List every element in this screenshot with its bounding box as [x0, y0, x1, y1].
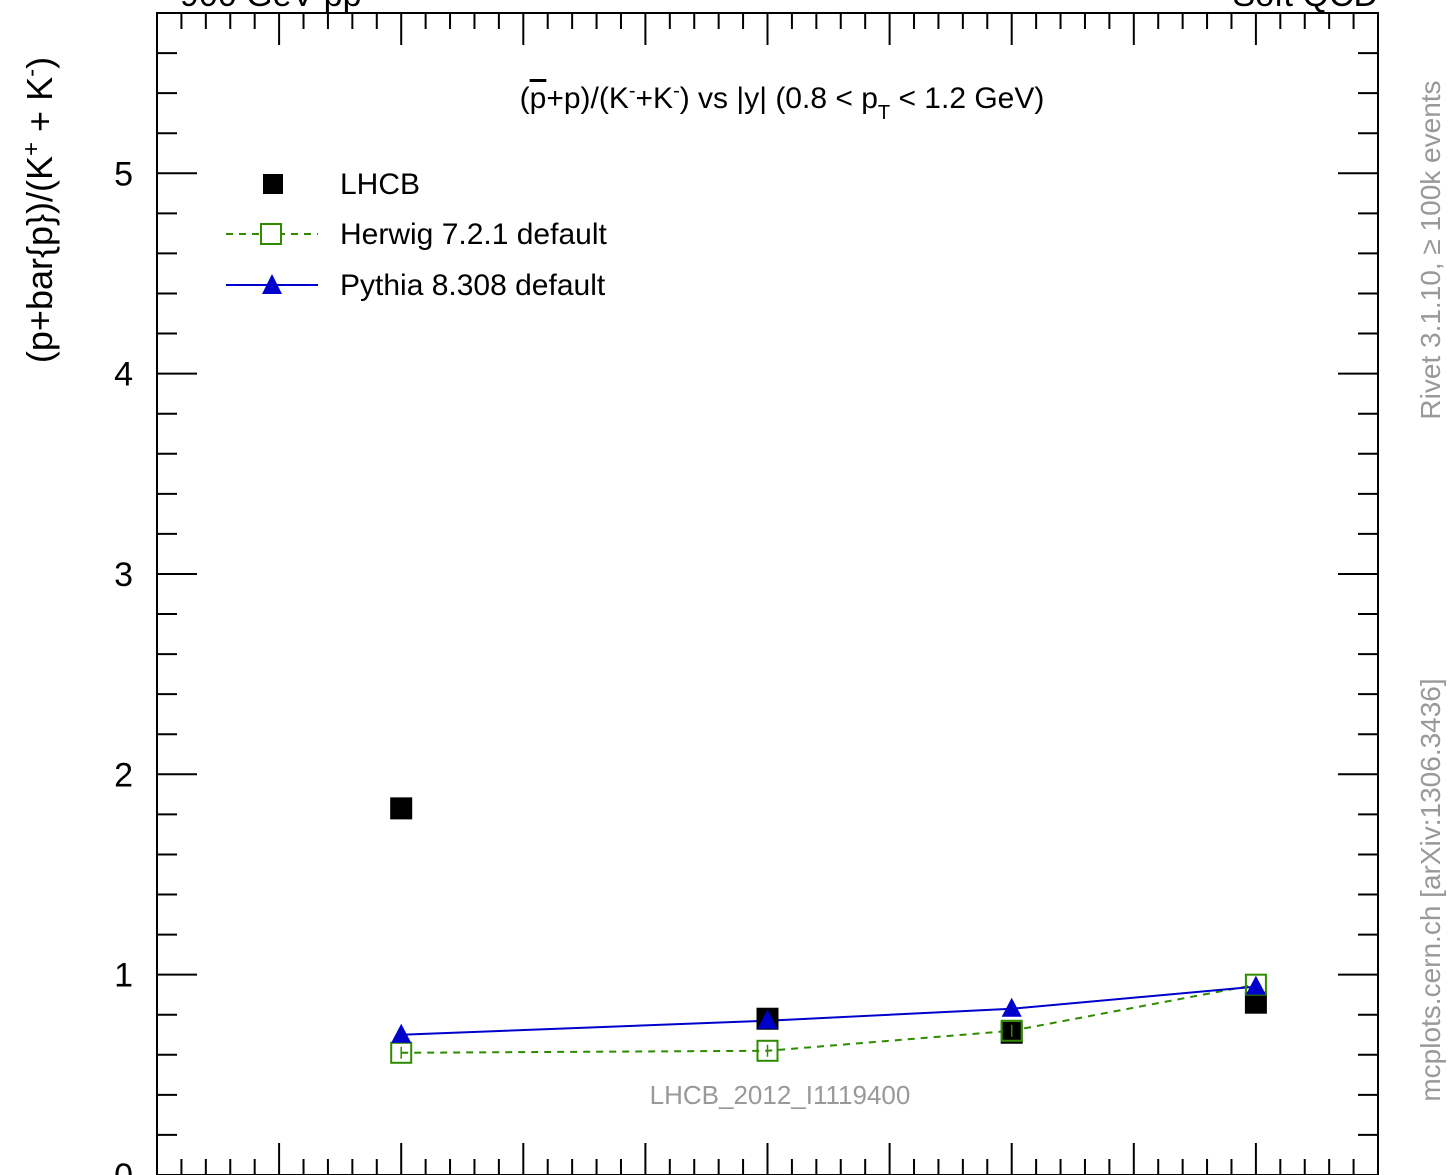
axis-ticks [156, 12, 1379, 1175]
legend: LHCB Herwig 7.2.1 default Pythia 8.308 d… [226, 168, 607, 302]
data-point-pythia [1001, 997, 1022, 1017]
data-point-herwig [1000, 1019, 1023, 1042]
chart-title: (p+p)/(K-+K-) vs |y| (0.8 < pT < 1.2 GeV… [520, 80, 1045, 124]
y-tick-label: 5 [114, 155, 133, 193]
y-tick-label: 2 [114, 756, 133, 794]
header-right-label: Soft QCD [1233, 0, 1378, 14]
data-point-pythia [1245, 975, 1266, 995]
legend-label-lhcb: LHCB [340, 168, 420, 201]
legend-label-pythia: Pythia 8.308 default [340, 269, 606, 302]
rivet-label: Rivet 3.1.10, ≥ 100k events [1415, 80, 1446, 419]
data-point-lhcb [390, 797, 413, 820]
data-point-herwig [390, 1041, 413, 1064]
series-line-herwig [401, 983, 1257, 1054]
mcplots-label: mcplots.cern.ch [arXiv:1306.3436] [1415, 678, 1446, 1101]
header-left-label: 900 GeV pp [180, 0, 361, 14]
series-line-pythia [401, 985, 1256, 1036]
y-axis-label: (p+bar{p})/(K+ + K-) [18, 57, 61, 363]
legend-marker-herwig [260, 223, 282, 245]
y-tick-label: 0 [114, 1157, 133, 1175]
data-point-pythia [757, 1009, 778, 1029]
legend-marker-lhcb [263, 174, 283, 194]
y-tick-label: 3 [114, 556, 133, 594]
y-tick-labels: 0 1 2 3 4 5 [114, 155, 133, 1175]
series-layer [390, 797, 1267, 1064]
y-tick-label: 4 [114, 356, 133, 394]
data-point-lhcb [1244, 991, 1267, 1014]
legend-marker-pythia [262, 274, 282, 294]
data-point-pythia [391, 1023, 412, 1043]
analysis-watermark: LHCB_2012_I1119400 [650, 1080, 911, 1110]
y-tick-label: 1 [114, 957, 133, 995]
legend-label-herwig: Herwig 7.2.1 default [340, 218, 607, 251]
data-point-herwig [756, 1039, 779, 1062]
